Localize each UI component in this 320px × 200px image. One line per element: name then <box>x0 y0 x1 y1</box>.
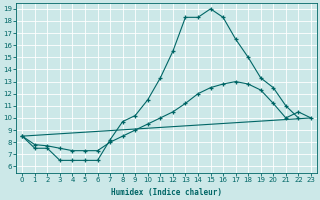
X-axis label: Humidex (Indice chaleur): Humidex (Indice chaleur) <box>111 188 222 197</box>
